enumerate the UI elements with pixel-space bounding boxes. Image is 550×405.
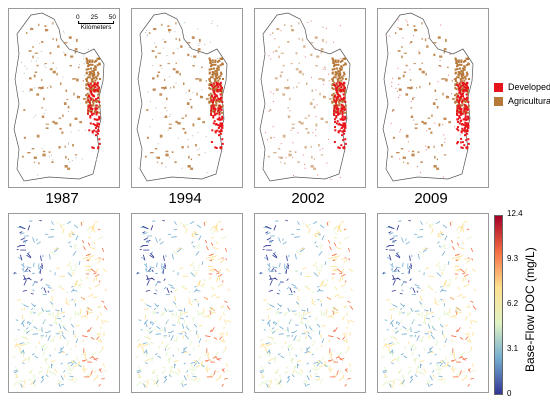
year-label-2002: 2002 bbox=[291, 190, 325, 207]
scale-tick-50: 50 bbox=[108, 14, 116, 21]
legend-swatch-agricultural bbox=[494, 96, 503, 106]
colorbar-tick-6-2: 6.2 bbox=[507, 299, 519, 308]
colorbar-tick-12-4: 12.4 bbox=[507, 209, 523, 218]
landuse-map-2009 bbox=[377, 8, 489, 188]
colorbar-tick-0: 0 bbox=[507, 389, 512, 398]
legend-item-agricultural: Agricultural bbox=[494, 94, 550, 108]
landuse-map-2002 bbox=[254, 8, 366, 188]
scale-unit: Kilometers bbox=[80, 24, 112, 31]
legend-label-developed: Developed bbox=[508, 82, 550, 92]
stream-network bbox=[12, 220, 109, 388]
legend-swatch-developed bbox=[494, 82, 503, 92]
doc-map-1994 bbox=[131, 213, 243, 393]
watershed-outline bbox=[13, 12, 105, 182]
year-label-2009: 2009 bbox=[414, 190, 448, 207]
landuse-patches bbox=[388, 19, 470, 178]
landuse-map-1987 bbox=[8, 8, 120, 188]
colorbar-tick-3-1: 3.1 bbox=[507, 344, 519, 353]
landuse-patches bbox=[144, 20, 224, 179]
landuse-patches bbox=[265, 20, 347, 180]
stream-network bbox=[258, 220, 355, 388]
scale-bar: 0 25 50 Kilometers bbox=[76, 14, 116, 31]
doc-map-2009 bbox=[377, 213, 489, 393]
legend-label-agricultural: Agricultural bbox=[508, 96, 550, 106]
year-label-1987: 1987 bbox=[45, 190, 79, 207]
landuse-legend: Developed Agricultural bbox=[494, 80, 550, 108]
landuse-map-1994 bbox=[131, 8, 243, 188]
watershed-outline bbox=[259, 12, 351, 182]
colorbar-label: Base-Flow DOC (mg/L) bbox=[523, 247, 537, 372]
doc-map-1987 bbox=[8, 213, 120, 393]
stream-network bbox=[135, 220, 232, 388]
legend-item-developed: Developed bbox=[494, 80, 550, 94]
doc-colorbar bbox=[494, 215, 503, 395]
scale-tick-0: 0 bbox=[76, 14, 80, 21]
landuse-patches bbox=[21, 21, 101, 176]
doc-map-2002 bbox=[254, 213, 366, 393]
scale-tick-25: 25 bbox=[90, 14, 98, 21]
colorbar-tick-9-3: 9.3 bbox=[507, 254, 519, 263]
stream-network bbox=[381, 220, 478, 388]
year-label-1994: 1994 bbox=[168, 190, 202, 207]
watershed-outline bbox=[136, 12, 228, 182]
